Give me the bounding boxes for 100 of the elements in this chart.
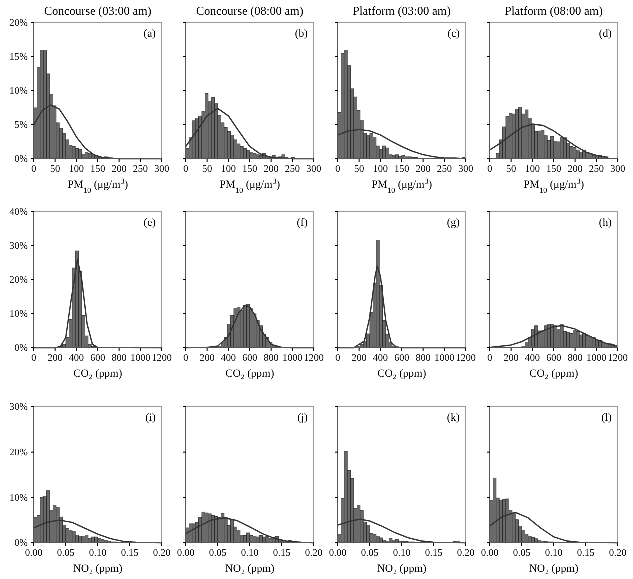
y-tick-label: 20% [10, 448, 28, 459]
x-tick-label: 200 [352, 353, 367, 364]
x-tick-label: 1000 [586, 353, 607, 364]
y-tick-label: 10% [10, 86, 28, 98]
y-tick-label: 0% [14, 343, 28, 354]
x-tick-label: 600 [242, 353, 258, 364]
x-axis-title: NO₂ (ppm) [73, 563, 124, 575]
x-tick-label: 1000 [434, 353, 455, 364]
x-tick-label: 400 [525, 353, 540, 364]
x-tick-label: 250 [285, 164, 300, 176]
x-tick-label: 0 [488, 353, 492, 364]
y-tick-label: 40% [10, 207, 28, 218]
y-tick-label: 0% [14, 538, 28, 550]
y-tick-label: 5% [14, 120, 28, 132]
chart-title: Platform (08:00 am) [505, 4, 603, 18]
x-tick-label: 0.15 [425, 548, 443, 560]
x-tick-label: 100 [373, 164, 388, 176]
x-tick-label: 250 [589, 164, 604, 176]
x-tick-label: 200 [416, 164, 431, 176]
x-axis-title: PM$_{10}$ (μg/m$^{3}$) [524, 176, 585, 194]
x-tick-label: 0.00 [177, 548, 195, 560]
y-tick-label: 10% [10, 309, 28, 320]
x-tick-label: 100 [69, 164, 84, 176]
x-tick-label: 800 [568, 353, 583, 364]
x-tick-label: 400 [221, 353, 236, 364]
x-tick-label: 0.00 [329, 548, 347, 560]
x-tick-label: 1000 [282, 353, 303, 364]
x-tick-label: 800 [416, 353, 431, 364]
y-tick-label: 20% [10, 275, 28, 286]
x-tick-label: 0.10 [241, 548, 259, 560]
annotation: (c) [448, 28, 460, 40]
x-tick-label: 200 [264, 164, 279, 176]
x-tick-label: 100 [525, 164, 540, 176]
annotation: (e) [144, 217, 156, 229]
x-tick-label: 50 [354, 164, 364, 176]
y-tick-label: 20% [10, 18, 28, 30]
x-tick-label: 300 [458, 164, 474, 176]
annotation: (f) [297, 217, 308, 229]
x-tick-label: 0.05 [513, 548, 531, 560]
x-tick-label: 0.05 [361, 548, 379, 560]
x-tick-label: 1200 [456, 353, 476, 364]
x-axis-title: NO₂ (ppm) [377, 563, 428, 575]
x-tick-label: 200 [112, 164, 127, 176]
x-tick-label: 0.10 [89, 548, 107, 560]
x-tick-label: 800 [264, 353, 279, 364]
x-tick-label: 50 [50, 164, 60, 176]
annotation: (l) [602, 412, 612, 424]
x-tick-label: 0 [184, 164, 188, 176]
chart-title: Concourse (03:00 am) [44, 4, 152, 18]
annotation: (j) [298, 412, 308, 424]
x-tick-label: 0 [336, 353, 340, 364]
x-tick-label: 0.05 [209, 548, 227, 560]
x-tick-label: 200 [48, 353, 63, 364]
x-axis-title: PM$_{10}$ (μg/m$^{3}$) [220, 176, 281, 194]
x-tick-label: 0.20 [609, 548, 627, 560]
x-tick-label: 300 [610, 164, 626, 176]
y-tick-label: 30% [10, 402, 28, 414]
x-tick-label: 400 [373, 353, 388, 364]
x-tick-label: 800 [112, 353, 127, 364]
x-tick-label: 600 [394, 353, 410, 364]
x-tick-label: 100 [221, 164, 236, 176]
x-tick-label: 0 [32, 164, 36, 176]
x-tick-label: 300 [154, 164, 170, 176]
x-tick-label: 150 [90, 164, 106, 176]
x-axis-title: NO₂ (ppm) [529, 563, 580, 575]
x-tick-label: 0.10 [545, 548, 563, 560]
y-tick-label: 10% [10, 492, 28, 504]
x-tick-label: 600 [90, 353, 106, 364]
x-tick-label: 150 [394, 164, 410, 176]
x-tick-label: 1200 [152, 353, 172, 364]
x-tick-label: 600 [546, 353, 562, 364]
x-tick-label: 1000 [130, 353, 151, 364]
x-tick-label: 150 [242, 164, 258, 176]
x-tick-label: 0.15 [273, 548, 291, 560]
x-tick-label: 0.15 [577, 548, 595, 560]
chart-title: Platform (03:00 am) [353, 4, 451, 18]
x-tick-label: 0.00 [481, 548, 499, 560]
x-tick-label: 0.15 [121, 548, 139, 560]
annotation: (i) [146, 412, 156, 424]
x-tick-label: 0.00 [25, 548, 43, 560]
annotation: (k) [447, 412, 460, 424]
x-tick-label: 50 [202, 164, 212, 176]
chart-title: Concourse (08:00 am) [196, 4, 304, 18]
x-tick-label: 200 [568, 164, 583, 176]
x-tick-label: 0.20 [457, 548, 475, 560]
y-tick-label: 30% [10, 241, 28, 252]
x-tick-label: 250 [437, 164, 452, 176]
x-tick-label: 200 [200, 353, 215, 364]
x-tick-label: 1200 [608, 353, 628, 364]
annotation: (h) [599, 217, 612, 229]
annotation: (b) [295, 28, 308, 40]
x-axis-title: CO₂ (ppm) [226, 368, 275, 380]
x-axis-title: CO₂ (ppm) [378, 368, 427, 380]
y-tick-label: 15% [10, 52, 28, 64]
annotation: (a) [144, 28, 156, 40]
x-tick-label: 0.20 [153, 548, 171, 560]
x-tick-label: 0 [488, 164, 492, 176]
x-tick-label: 0.05 [57, 548, 75, 560]
x-tick-label: 0.20 [305, 548, 323, 560]
x-tick-label: 150 [546, 164, 562, 176]
